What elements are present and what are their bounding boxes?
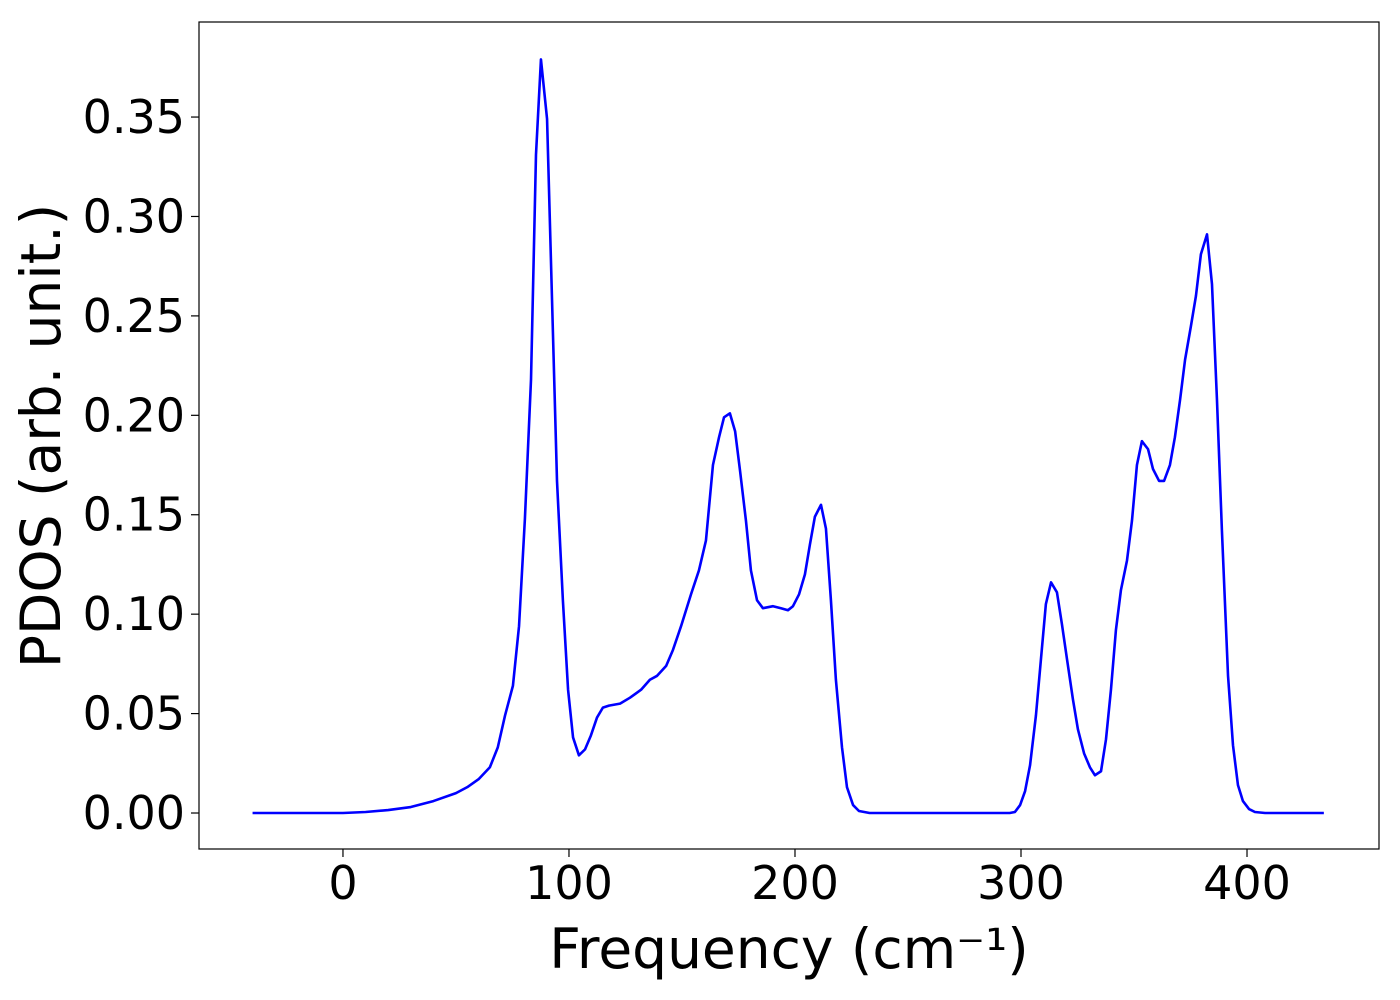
line-series (252, 58, 1324, 815)
plot-frame (198, 21, 1380, 850)
y-tick-label: 0.30 (83, 189, 185, 243)
x-tick-label: 200 (751, 856, 839, 910)
y-tick-label: 0.25 (83, 289, 185, 343)
x-axis-label: Frequency (cm⁻¹) (549, 917, 1028, 981)
y-tick-label: 0.15 (83, 488, 185, 542)
x-tick-label: 400 (1203, 856, 1291, 910)
x-tick-label: 0 (328, 856, 357, 910)
y-tick-label: 0.05 (83, 687, 185, 741)
y-tick-label: 0.00 (83, 786, 185, 840)
y-axis-label: PDOS (arb. unit.) (9, 204, 73, 668)
y-tick-label: 0.10 (83, 587, 185, 641)
x-tick-label: 100 (525, 856, 613, 910)
y-tick-label: 0.20 (83, 388, 185, 442)
x-tick-label: 300 (977, 856, 1065, 910)
y-tick-label: 0.35 (83, 90, 185, 144)
